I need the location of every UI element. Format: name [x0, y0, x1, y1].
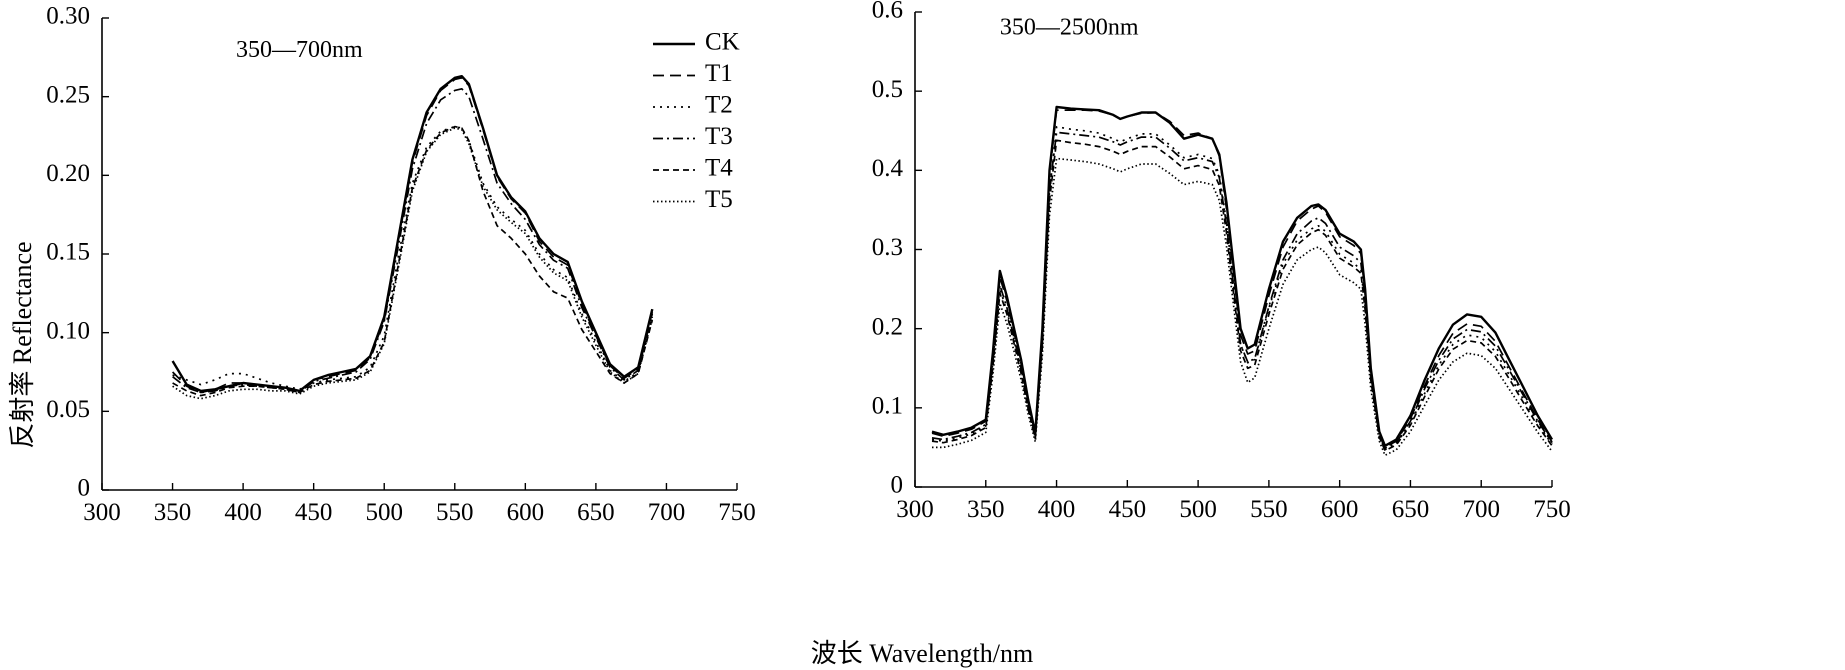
x-tick-label: 500 [1179, 496, 1217, 523]
x-tick-label: 400 [224, 499, 262, 526]
y-axis-label: 反射率 Reflectance [8, 241, 37, 448]
x-tick-label: 750 [718, 499, 756, 526]
x-tick-label: 550 [436, 499, 474, 526]
y-tick-label: 0.30 [46, 3, 90, 30]
series-line-t1 [171, 76, 654, 394]
y-tick-label: 0 [78, 475, 91, 502]
x-tick-label: 500 [365, 499, 403, 526]
y-tick-label: 0.3 [872, 234, 903, 261]
x-axis-label: 波长 Wavelength/nm [811, 639, 1033, 668]
x-tick-label: 450 [295, 499, 333, 526]
range-annotation: 350—2500nm [1000, 15, 1139, 41]
x-tick-label: 600 [1321, 496, 1359, 523]
y-tick-label: 0.05 [46, 396, 90, 423]
legend-label-t1: T1 [705, 60, 733, 87]
y-tick-label: 0.25 [46, 81, 90, 108]
series-line-t3 [172, 87, 654, 394]
legend-label-t5: T5 [705, 186, 733, 213]
left-panel-350-700nm: 0 0.05 0.10 0.15 0.20 0.25 0.30 300 350 400 450 500… [46, 3, 756, 526]
series-line-ck [931, 105, 1554, 447]
x-tick-label: 700 [1462, 496, 1500, 523]
legend-label-t3: T3 [705, 123, 733, 150]
x-tick-label: 300 [83, 499, 121, 526]
y-tick-label: 0.1 [872, 393, 903, 420]
x-tick-label: 700 [648, 499, 686, 526]
legend-label-ck: CK [705, 29, 740, 56]
x-tick-label: 350 [967, 496, 1005, 523]
x-tick-label: 550 [1250, 496, 1288, 523]
x-tick-label: 650 [577, 499, 615, 526]
x-tick-label: 750 [1533, 496, 1571, 523]
y-tick-label: 0.20 [46, 160, 90, 187]
series-line-t4 [931, 139, 1553, 452]
right-panel-350-2500nm: 0 0.1 0.2 0.3 0.4 0.5 0.6 300 350 400 450 500 550 600… [872, 0, 1571, 523]
y-tick-label: 0.15 [46, 239, 90, 266]
x-tick-label: 350 [154, 499, 192, 526]
y-tick-label: 0.2 [872, 313, 903, 340]
y-tick-label: 0.5 [872, 76, 903, 103]
series-line-ck [171, 75, 654, 393]
series-line-t3 [931, 131, 1553, 450]
legend: CK T1 T2 T3 T4 T5 [653, 29, 740, 213]
range-annotation: 350—700nm [236, 37, 363, 63]
x-tick-label: 650 [1392, 496, 1430, 523]
y-tick-label: 0.6 [872, 0, 903, 24]
x-tick-label: 600 [507, 499, 545, 526]
x-tick-label: 400 [1038, 496, 1076, 523]
legend-label-t2: T2 [705, 92, 733, 119]
series-line-t1 [931, 109, 1553, 449]
series-line-t5 [172, 127, 654, 400]
series-line-t5 [932, 157, 1553, 457]
series-line-t2 [931, 125, 1553, 451]
y-tick-label: 0.4 [872, 155, 904, 182]
x-tick-label: 300 [896, 496, 934, 523]
y-tick-label: 0 [891, 472, 904, 499]
y-tick-label: 0.10 [46, 317, 90, 344]
x-tick-label: 450 [1109, 496, 1147, 523]
legend-label-t4: T4 [705, 155, 733, 182]
